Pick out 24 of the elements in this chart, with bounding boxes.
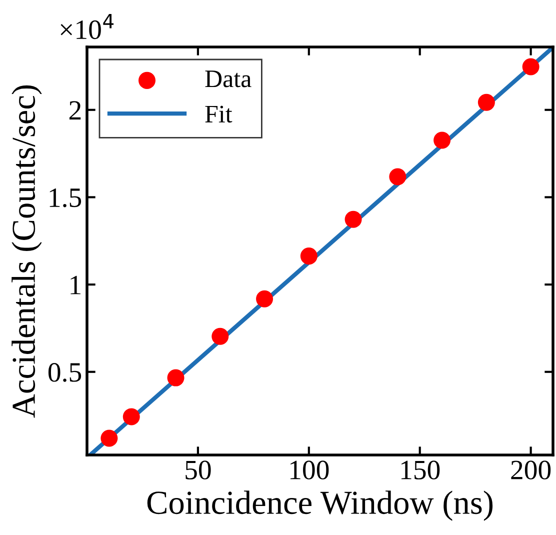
point (300, 248, 318, 265)
y-tick-label: 2 (69, 101, 81, 120)
y-axis-title: Accidentals (Counts/sec) (12, 85, 42, 418)
x-tick-label: 100 (290, 460, 329, 480)
point (478, 94, 495, 111)
legend-label: Data (205, 70, 252, 88)
point (256, 290, 274, 308)
point (344, 210, 362, 228)
y-tick-label: 1.5 (50, 188, 82, 208)
x-tick-label: 150 (401, 460, 440, 480)
legend-label: Fit (205, 106, 232, 123)
point (167, 369, 184, 386)
point (212, 328, 229, 345)
point (122, 408, 140, 426)
y-tick-label: 1 (70, 276, 80, 294)
point (389, 168, 406, 186)
x-tick-label: 200 (511, 460, 551, 480)
point (100, 430, 118, 447)
point (434, 132, 451, 149)
x-tick-label: 50 (186, 460, 211, 480)
y-tick-label: 0.5 (48, 363, 82, 382)
text: ×10$^{4}$ (60, 14, 114, 40)
x-axis-title: Coincidence Window (ns) (147, 490, 493, 521)
point (522, 58, 540, 76)
